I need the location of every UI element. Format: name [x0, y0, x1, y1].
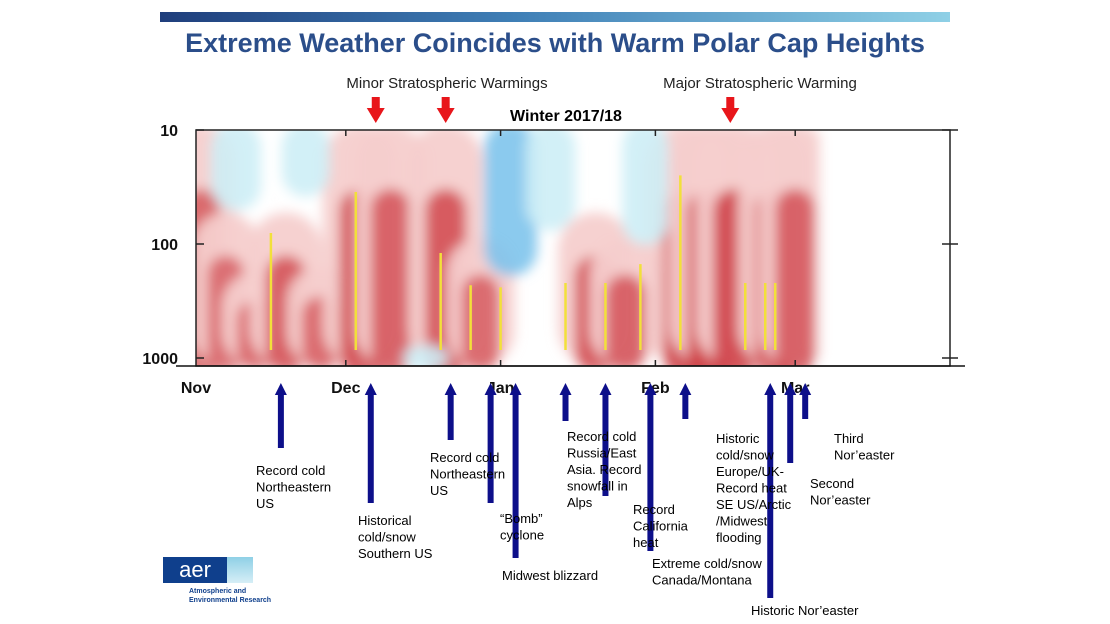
warm-band-core — [461, 274, 500, 366]
warm-band-core — [371, 189, 411, 366]
event-arrow-icon — [274, 383, 287, 448]
cold-region — [484, 130, 538, 277]
cold-region — [402, 344, 449, 366]
event-arrow-icon — [679, 383, 692, 419]
aer-logo: aer Atmospheric and Environmental Resear… — [163, 557, 293, 612]
event-lines — [269, 175, 777, 350]
event-label: Record cold Russia/East Asia. Record snowfa… — [567, 429, 641, 510]
event-label: Midwest blizzard — [502, 568, 598, 583]
event-label: “Bomb” cyclone — [500, 511, 544, 543]
warming-label-minor: Minor Stratospheric Warmings — [346, 75, 547, 92]
event-label: Historical cold/snow Southern US — [358, 513, 433, 561]
cold-region — [281, 130, 330, 197]
y-tick-label: 100 — [151, 237, 178, 254]
warming-arrow-icon — [436, 97, 455, 123]
event-arrow-icon — [559, 383, 572, 421]
event-label: Record California heat — [633, 502, 689, 550]
x-tick-label: Nov — [181, 380, 211, 397]
warming-label-major: Major Stratospheric Warming — [663, 75, 857, 92]
warm-band-core — [775, 189, 815, 366]
event-arrow-icon — [599, 383, 612, 496]
event-arrow-icon — [484, 383, 497, 503]
cold-region — [210, 130, 261, 211]
event-label: Historic Nor’easter — [751, 603, 859, 618]
cold-region — [622, 130, 669, 245]
event-arrow-icon — [509, 383, 522, 558]
heatmap-field — [196, 130, 950, 366]
event-arrow-icon — [764, 383, 777, 598]
event-arrow-icon — [644, 383, 657, 551]
blank-region — [820, 130, 950, 366]
warming-arrow-icon — [721, 97, 740, 123]
logo-mark: aer — [163, 557, 227, 583]
chart-title: Winter 2017/18 — [510, 108, 622, 125]
event-labels: Record cold Northeastern US Historical cold/… — [256, 429, 895, 618]
warm-band-core — [605, 274, 646, 366]
event-arrow-icon — [364, 383, 377, 503]
warming-arrows — [366, 97, 740, 123]
y-tick-label: 1000 — [142, 351, 178, 368]
logo-subtitle: Atmospheric and Environmental Research — [189, 588, 272, 604]
event-label: Extreme cold/snow Canada/Montana — [652, 556, 762, 588]
event-label: Record cold Northeastern US — [256, 463, 331, 511]
event-arrow-icon — [799, 383, 812, 419]
event-arrows — [274, 383, 812, 598]
y-axis: 10 100 1000 — [142, 123, 958, 368]
logo-stripe — [227, 557, 253, 583]
event-arrow-icon — [784, 383, 797, 463]
slide-title: Extreme Weather Coincides with Warm Pola… — [185, 28, 925, 58]
y-tick-label: 10 — [160, 123, 178, 140]
x-tick-label: Dec — [331, 380, 360, 397]
event-label: Second Nor’easter — [810, 476, 871, 508]
warming-arrow-icon — [366, 97, 385, 123]
event-label: Historic cold/snow Europe/UK-Record heat SE… — [716, 431, 792, 545]
event-arrow-icon — [444, 383, 457, 440]
event-label: Third Nor’easter — [834, 431, 895, 463]
cold-region — [525, 130, 576, 231]
event-label: Record cold Northeastern US — [430, 450, 505, 498]
title-accent-bar — [160, 12, 950, 22]
